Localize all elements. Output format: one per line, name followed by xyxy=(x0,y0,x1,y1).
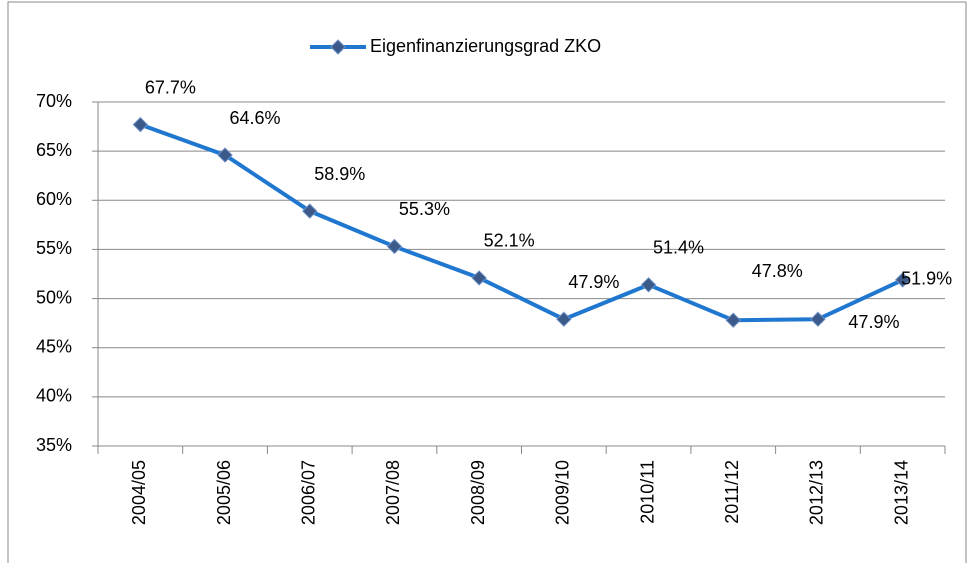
data-point xyxy=(810,311,826,327)
data-point xyxy=(471,270,487,286)
y-tick-label: 65% xyxy=(36,140,72,160)
data-point xyxy=(302,203,318,219)
y-tick-label: 50% xyxy=(36,287,72,307)
x-tick-label: 2012/13 xyxy=(807,460,827,525)
x-tick-label: 2009/10 xyxy=(553,460,573,525)
data-label: 47.9% xyxy=(848,312,899,332)
data-label: 51.4% xyxy=(653,238,704,258)
data-label: 67.7% xyxy=(145,77,196,97)
data-point xyxy=(556,311,572,327)
data-point xyxy=(132,116,149,133)
legend-marker xyxy=(330,39,346,55)
data-point xyxy=(386,238,403,255)
data-point xyxy=(640,277,657,293)
data-point xyxy=(217,147,233,163)
y-tick-label: 40% xyxy=(36,386,72,406)
x-tick-label: 2011/12 xyxy=(722,460,742,524)
x-tick-label: 2010/11 xyxy=(637,460,657,524)
y-tick-label: 45% xyxy=(36,336,72,356)
data-label: 47.9% xyxy=(568,272,619,292)
x-tick-label: 2006/07 xyxy=(299,460,319,525)
y-tick-label: 35% xyxy=(36,435,72,455)
data-label: 64.6% xyxy=(230,108,281,128)
x-tick-label: 2013/14 xyxy=(891,460,911,525)
y-tick-label: 55% xyxy=(36,238,72,258)
x-tick-label: 2005/06 xyxy=(214,460,234,525)
x-tick-label: 2007/08 xyxy=(383,460,403,525)
y-tick-label: 70% xyxy=(36,91,72,111)
legend-label: Eigenfinanzierungsgrad ZKO xyxy=(370,36,601,56)
data-label: 47.8% xyxy=(752,261,803,281)
y-tick-label: 60% xyxy=(36,189,72,209)
data-label: 58.9% xyxy=(314,164,365,184)
data-label: 51.9% xyxy=(901,269,952,289)
data-point xyxy=(725,312,741,328)
data-point xyxy=(894,272,911,288)
series-line xyxy=(139,122,904,323)
data-label: 52.1% xyxy=(484,231,535,251)
x-tick-label: 2008/09 xyxy=(468,460,488,525)
data-label: 55.3% xyxy=(399,199,450,219)
x-tick-label: 2004/05 xyxy=(129,460,149,525)
